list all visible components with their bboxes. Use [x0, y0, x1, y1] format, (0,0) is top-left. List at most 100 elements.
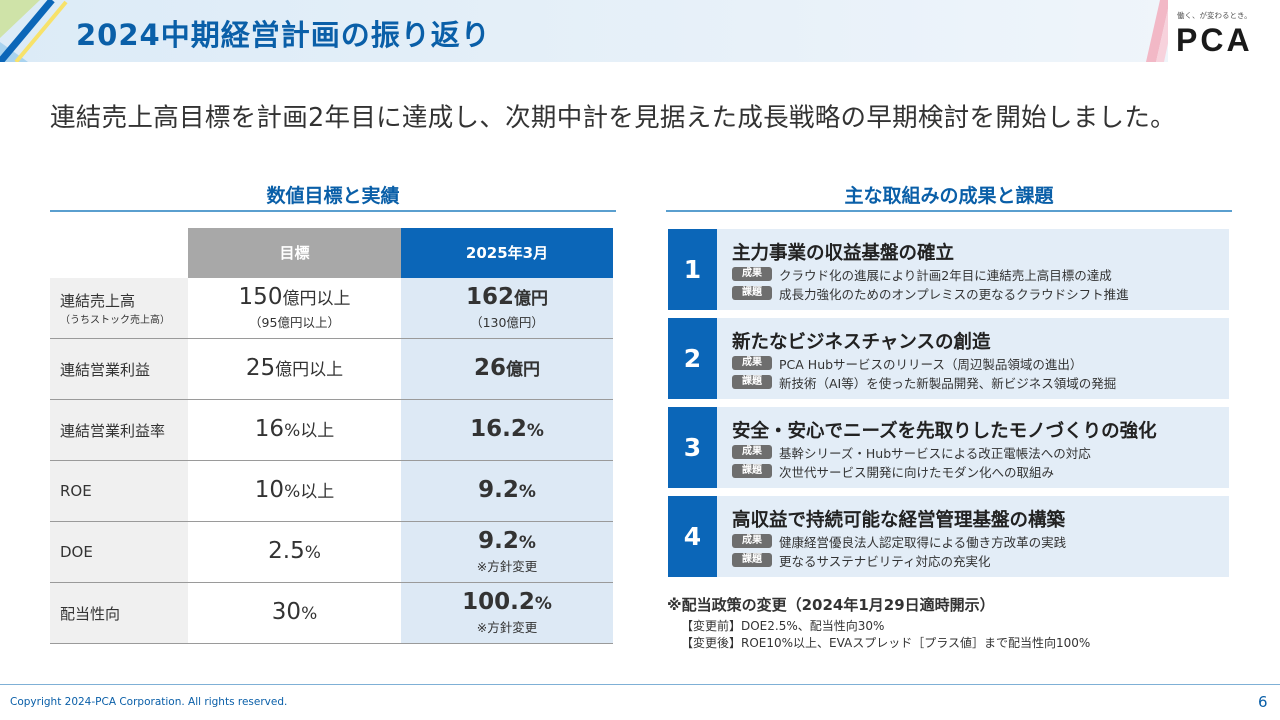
- target-unit: 億円以上: [282, 288, 351, 309]
- target-value: 30: [271, 599, 302, 626]
- target-value: 10: [254, 477, 285, 504]
- result-text: クラウド化の進展により計画2年目に連結売上高目標の達成: [779, 267, 1112, 283]
- row-label-cell: 連結売上高 （うちストック売上高）: [50, 278, 188, 338]
- page-title: 2024中期経営計画の振り返り: [76, 18, 491, 52]
- issue-tag: 課題: [732, 375, 772, 389]
- actual-sub: ※方針変更: [476, 559, 538, 575]
- target-value: 2.5: [268, 538, 305, 565]
- dividend-policy-before: 【変更前】DOE2.5%、配当性向30%: [681, 619, 885, 633]
- issue-tag: 課題: [732, 553, 772, 567]
- initiative-card-3: 3 安全・安心でニーズを先取りしたモノづくりの強化 成果 基幹シリーズ・Hubサー…: [668, 407, 1229, 488]
- row-label-cell: 連結営業利益率: [50, 400, 188, 460]
- target-unit: %以上: [284, 482, 335, 503]
- issue-text: 成長力強化のためのオンプレミスの更なるクラウドシフト推進: [779, 286, 1129, 302]
- row-label: 配当性向: [60, 604, 121, 623]
- actual-cell: 9.2%: [401, 461, 613, 521]
- initiative-card-1: 1 主力事業の収益基盤の確立 成果 クラウド化の進展により計画2年目に連結売上高目…: [668, 229, 1229, 310]
- target-cell: 25億円以上: [188, 339, 401, 399]
- issue-tag: 課題: [732, 464, 772, 478]
- actual-unit: %: [518, 482, 536, 503]
- target-sub: （95億円以上）: [249, 315, 340, 331]
- pca-logo: PCA: [1176, 22, 1253, 58]
- target-cell: 10%以上: [188, 461, 401, 521]
- target-value: 150: [238, 283, 283, 310]
- row-label-cell: DOE: [50, 522, 188, 582]
- row-label-sub: （うちストック売上高）: [60, 315, 170, 326]
- initiative-title: 安全・安心でニーズを先取りしたモノづくりの強化: [732, 421, 1157, 442]
- table-row: 連結営業利益率 16%以上 16.2%: [50, 400, 613, 461]
- page-number: 6: [1258, 693, 1268, 711]
- actual-value: 9.2: [478, 477, 519, 504]
- initiative-card-2: 2 新たなビジネスチャンスの創造 成果 PCA Hubサービスのリリース（周辺製品…: [668, 318, 1229, 399]
- actual-cell: 162億円 （130億円）: [401, 278, 613, 338]
- initiative-card-4: 4 高収益で持続可能な経営管理基盤の構築 成果 健康経営優良法人認定取得による働き…: [668, 496, 1229, 577]
- actual-cell: 100.2% ※方針変更: [401, 583, 613, 643]
- initiative-number: 2: [668, 318, 717, 399]
- table-row: ROE 10%以上 9.2%: [50, 461, 613, 522]
- kpi-section-rule: [50, 210, 616, 212]
- issue-line: 課題 成長力強化のためのオンプレミスの更なるクラウドシフト推進: [732, 285, 1129, 302]
- actual-unit: %: [534, 593, 552, 614]
- target-unit: 億円以上: [275, 360, 344, 381]
- header-band: [0, 0, 1280, 62]
- actual-unit: %: [526, 421, 544, 442]
- actual-unit: 億円: [506, 360, 540, 381]
- row-label: 連結売上高: [60, 292, 136, 310]
- result-tag: 成果: [732, 534, 772, 548]
- result-tag: 成果: [732, 267, 772, 281]
- table-row: DOE 2.5% 9.2% ※方針変更: [50, 522, 613, 583]
- tagline: 働く、が変わるとき。: [1177, 11, 1252, 20]
- initiative-title: 高収益で持続可能な経営管理基盤の構築: [732, 510, 1066, 531]
- row-label: 連結営業利益: [60, 360, 151, 379]
- corner-decoration: [0, 0, 68, 62]
- dividend-policy-note-title: ※配当政策の変更（2024年1月29日適時開示）: [667, 596, 995, 614]
- initiative-title: 新たなビジネスチャンスの創造: [732, 332, 991, 353]
- row-label: ROE: [60, 482, 92, 500]
- dividend-policy-after: 【変更後】ROE10%以上、EVAスプレッド［プラス値］まで配当性向100%: [681, 636, 1091, 650]
- target-cell: 30%: [188, 583, 401, 643]
- table-row: 連結売上高 （うちストック売上高） 150億円以上 （95億円以上） 162億円…: [50, 278, 613, 339]
- result-line: 成果 基幹シリーズ・Hubサービスによる改正電帳法への対応: [732, 444, 1091, 461]
- target-value: 25: [245, 355, 276, 382]
- header-target: 目標: [188, 228, 401, 278]
- issue-text: 更なるサステナビリティ対応の充実化: [779, 553, 991, 569]
- actual-sub: ※方針変更: [476, 620, 538, 636]
- table-header-row: 目標 2025年3月: [50, 228, 613, 278]
- actual-unit: %: [518, 532, 536, 553]
- target-cell: 2.5%: [188, 522, 401, 582]
- kpi-section-title: 数値目標と実績: [266, 185, 400, 207]
- logo-area: [1168, 0, 1280, 62]
- result-tag: 成果: [732, 445, 772, 459]
- initiative-number: 1: [668, 229, 717, 310]
- row-label: DOE: [60, 543, 93, 561]
- result-line: 成果 PCA Hubサービスのリリース（周辺製品領域の進出）: [732, 355, 1083, 372]
- stripe-decoration: [1146, 0, 1170, 62]
- target-unit: %: [301, 604, 318, 625]
- target-value: 16: [254, 416, 285, 443]
- actual-value: 100.2: [462, 588, 535, 615]
- actual-cell: 9.2% ※方針変更: [401, 522, 613, 582]
- row-label-cell: 配当性向: [50, 583, 188, 643]
- initiatives-section-rule: [666, 210, 1232, 212]
- actual-cell: 16.2%: [401, 400, 613, 460]
- summary-statement: 連結売上高目標を計画2年目に達成し、次期中計を見据えた成長戦略の早期検討を開始し…: [50, 103, 1176, 133]
- issue-text: 新技術（AI等）を使った新製品開発、新ビジネス領域の発掘: [779, 375, 1117, 391]
- row-label-cell: 連結営業利益: [50, 339, 188, 399]
- copyright: Copyright 2024-PCA Corporation. All righ…: [10, 696, 288, 708]
- issue-line: 課題 新技術（AI等）を使った新製品開発、新ビジネス領域の発掘: [732, 374, 1117, 391]
- actual-value: 26: [473, 355, 506, 382]
- initiatives-section-title: 主な取組みの成果と課題: [844, 185, 1054, 207]
- footer-rule: [0, 684, 1280, 685]
- initiative-number: 3: [668, 407, 717, 488]
- issue-tag: 課題: [732, 286, 772, 300]
- header-actual: 2025年3月: [401, 228, 613, 278]
- result-line: 成果 健康経営優良法人認定取得による働き方改革の実践: [732, 533, 1067, 550]
- issue-text: 次世代サービス開発に向けたモダン化への取組み: [779, 464, 1055, 480]
- result-tag: 成果: [732, 356, 772, 370]
- actual-sub: （130億円）: [470, 315, 544, 331]
- table-row: 連結営業利益 25億円以上 26億円: [50, 339, 613, 400]
- result-text: PCA Hubサービスのリリース（周辺製品領域の進出）: [779, 356, 1083, 372]
- result-text: 健康経営優良法人認定取得による働き方改革の実践: [779, 534, 1067, 550]
- row-label-cell: ROE: [50, 461, 188, 521]
- issue-line: 課題 次世代サービス開発に向けたモダン化への取組み: [732, 463, 1055, 480]
